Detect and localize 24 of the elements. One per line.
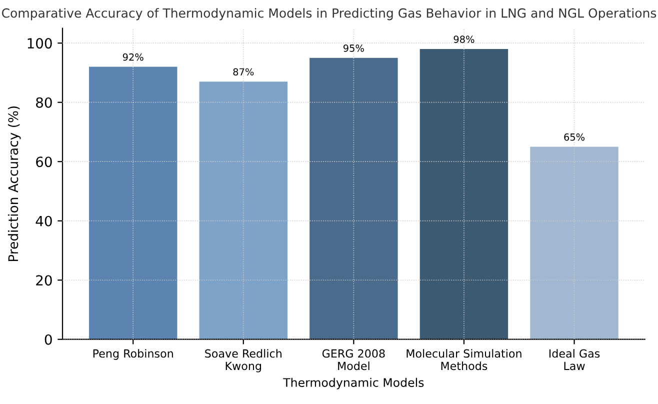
y-tick-label: 80 (36, 97, 52, 108)
bar (199, 82, 288, 340)
x-tick-label: GERG 2008 Model (322, 349, 385, 370)
x-tick-label: Molecular Simulation Methods (406, 349, 522, 370)
bar (420, 49, 508, 340)
bar (88, 66, 178, 340)
y-axis-title: Prediction Accuracy (%) (8, 106, 21, 262)
y-tick-label: 20 (36, 275, 52, 286)
data-label: 98% (454, 36, 474, 43)
chart-title: Comparative Accuracy of Thermodynamic Models in Predicting Gas Behavior in LNG and NGL Operations (2, 8, 656, 20)
y-tick-label: 0 (44, 334, 52, 345)
x-tick-label: Ideal Gas Law (549, 349, 600, 370)
y-tick-label: 100 (28, 38, 52, 49)
data-label: 92% (122, 53, 144, 61)
x-tick-label: Soave Redlich Kwong (205, 349, 282, 372)
y-tick-label: 40 (36, 216, 52, 226)
bar (310, 58, 398, 340)
bar (530, 146, 618, 340)
data-label: 95% (343, 44, 364, 52)
data-label: 65% (564, 133, 585, 141)
x-tick-label: Peng Robinson (93, 349, 173, 360)
x-axis-title: Thermodynamic Models (283, 378, 424, 390)
data-label: 87% (233, 68, 254, 76)
y-tick-label: 60 (36, 156, 52, 168)
